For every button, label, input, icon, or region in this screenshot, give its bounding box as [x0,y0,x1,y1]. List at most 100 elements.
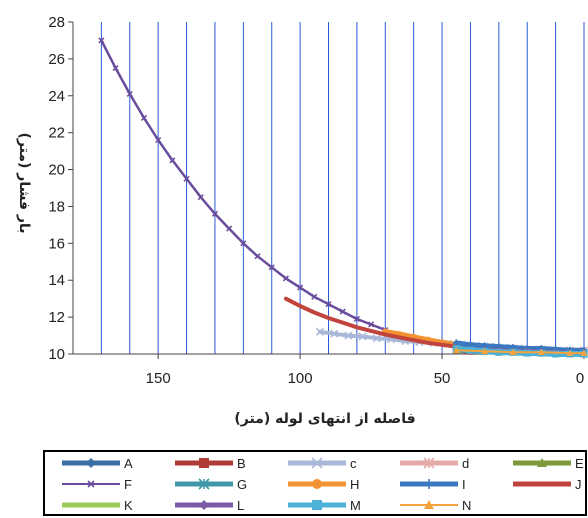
axes: 10 12 14 16 18 20 22 24 26 28 150 100 50 0 [48,14,585,387]
legend-label: H [350,477,359,492]
x-tick-label: 0 [576,370,584,387]
legend-item: L [175,498,244,513]
data-point [254,253,261,260]
data-point [344,331,353,340]
data-point [197,194,204,201]
legend-item: G [175,477,247,492]
series-J [283,296,459,349]
data-point [481,347,489,355]
data-point [580,349,588,356]
legend-label: F [124,477,132,492]
data-point [155,136,162,144]
y-tick-label: 24 [48,88,65,105]
legend-label: L [237,498,244,513]
y-axis-title: بار فشار (متر) [16,133,32,234]
legend-label: K [124,498,133,513]
y-tick-label: 26 [48,51,65,68]
y-tick-label: 14 [48,272,65,289]
data-point [368,321,375,328]
x-axis-title: فاصله از انتهای لوله (متر) [234,411,415,427]
data-point [268,264,275,271]
data-point [98,37,105,44]
legend-marker [424,500,434,509]
data-point [140,114,148,121]
data-point [112,65,119,72]
legend-item: K [62,498,133,513]
grid [72,22,585,354]
legend-label: M [350,498,361,513]
legend-marker [199,500,209,510]
x-tick-label: 100 [288,370,313,387]
legend-item: c [288,456,357,471]
data-point [183,175,190,182]
series-line [453,340,587,353]
data-point [169,157,176,164]
y-tick-label: 22 [48,125,65,142]
legend-label: N [462,498,471,513]
legend-label: A [124,456,133,471]
y-tick-label: 16 [48,235,65,252]
series-group [98,37,588,359]
data-point [372,334,381,343]
data-point [240,240,247,247]
data-point [330,329,339,338]
data-point [315,327,325,336]
legend-label: B [237,456,246,471]
legend-marker [537,458,547,467]
legend-marker [311,457,323,469]
series-N [452,346,588,356]
y-tick-label: 12 [48,309,65,326]
legend-item: B [175,456,246,471]
data-point [353,315,360,323]
legend-label: J [575,477,582,492]
data-point [126,90,133,97]
data-point [537,348,545,355]
series-I [452,339,588,354]
x-tick-label: 150 [146,370,171,387]
data-point [509,348,517,355]
legend-marker [424,479,434,489]
x-tick-label: 50 [434,370,451,387]
y-tick-label: 28 [48,14,65,31]
data-point [325,301,332,308]
series-line [455,349,585,355]
data-point [552,350,560,358]
legend-item: J [513,477,582,492]
data-point [452,346,460,354]
y-tick-label: 20 [48,162,65,179]
legend-label: c [350,456,357,471]
data-point [226,225,233,232]
data-point [566,349,574,356]
data-point [297,284,304,291]
legend-label: I [462,477,466,492]
legend-marker [86,458,96,468]
legend-label: d [462,456,469,471]
series-F [98,37,389,334]
legend-label: G [237,477,247,492]
data-point [211,210,219,217]
y-tick-label: 18 [48,198,65,215]
legend-item: F [62,477,132,492]
legend-item: d [400,456,469,471]
legend-item: E [513,456,584,471]
legend-marker [199,458,209,468]
legend-marker [87,480,95,488]
legend-item: A [62,456,133,471]
data-point [282,275,289,282]
legend-marker [198,478,210,490]
legend-item: M [288,498,361,513]
data-point [311,293,318,300]
data-point [339,308,346,315]
data-point [358,332,367,341]
legend-marker [312,500,322,510]
legend-item: N [400,498,471,513]
legend-item: H [288,477,359,492]
legend-item: I [400,477,466,492]
legend-label: E [575,456,584,471]
y-tick-label: 10 [48,346,65,363]
series-line [283,296,459,349]
